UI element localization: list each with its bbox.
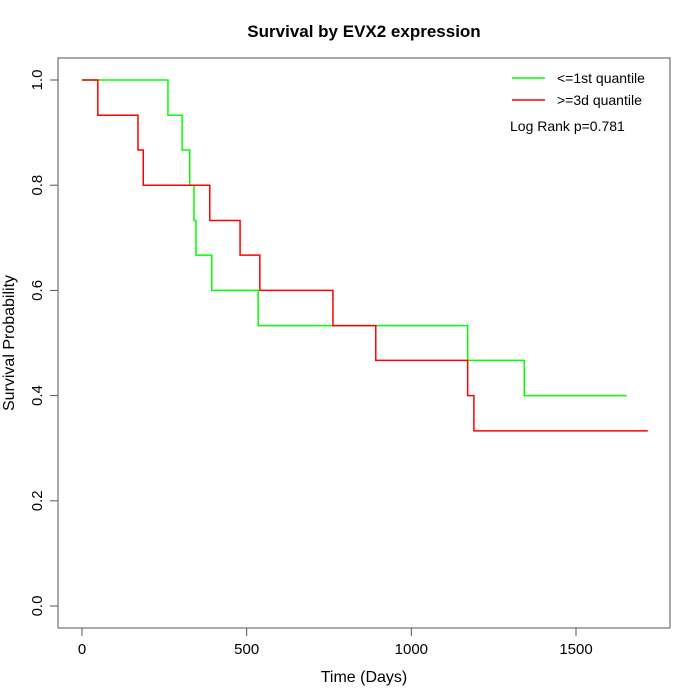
x-tick-label: 500 xyxy=(234,641,259,658)
legend: <=1st quantile >=3d quantile xyxy=(512,70,645,108)
x-tick-label: 1000 xyxy=(395,641,428,658)
y-tick-label: 1.0 xyxy=(29,70,46,91)
log-rank-annotation: Log Rank p=0.781 xyxy=(510,118,625,134)
x-axis-label: Time (Days) xyxy=(321,669,408,686)
y-axis-label: Survival Probability xyxy=(1,275,18,411)
plot-frame xyxy=(57,57,671,629)
y-tick-label: 0.8 xyxy=(29,175,46,196)
x-tick-label: 1500 xyxy=(559,641,592,658)
survival-curve-series-2 xyxy=(82,79,648,432)
y-tick-label: 0.2 xyxy=(29,490,46,511)
y-tick-label: 0.6 xyxy=(29,280,46,301)
survival-curve-series-1 xyxy=(82,79,627,397)
legend-label-series-2: >=3d quantile xyxy=(557,92,642,108)
chart-title: Survival by EVX2 expression xyxy=(247,22,480,41)
legend-label-series-1: <=1st quantile xyxy=(557,70,645,86)
y-tick-label: 0.0 xyxy=(29,596,46,617)
x-tick-label: 0 xyxy=(78,641,86,658)
y-tick-label: 0.4 xyxy=(29,385,46,406)
